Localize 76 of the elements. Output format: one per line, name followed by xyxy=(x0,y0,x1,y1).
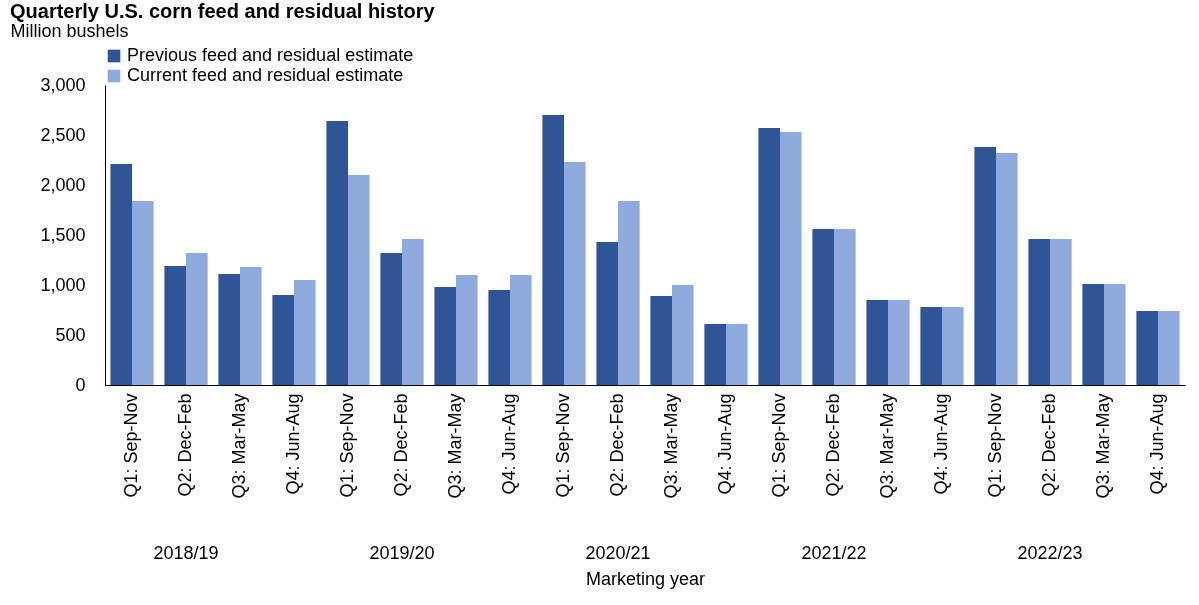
bar xyxy=(920,307,942,385)
legend-label: Previous feed and residual estimate xyxy=(127,45,414,65)
x-tick-label: Q4: Jun-Aug xyxy=(1147,393,1167,495)
bar xyxy=(186,253,208,385)
x-tick-label: Q2: Dec-Feb xyxy=(823,393,843,497)
bar xyxy=(780,132,802,385)
y-tick-label: 2,000 xyxy=(40,174,86,195)
x-tick-label: Q4: Jun-Aug xyxy=(499,393,519,495)
bar xyxy=(348,175,370,385)
x-tick-label: Q3: Mar-May xyxy=(229,393,249,499)
bar xyxy=(326,121,348,385)
bar xyxy=(974,147,996,385)
y-tick-label: 500 xyxy=(55,324,86,345)
x-tick-label: Q2: Dec-Feb xyxy=(391,393,411,497)
bar xyxy=(1028,239,1050,385)
x-tick-label: Q1: Sep-Nov xyxy=(337,393,357,498)
bar xyxy=(132,201,154,385)
bar xyxy=(456,275,478,385)
y-tick-label: 3,000 xyxy=(40,74,86,95)
bar xyxy=(110,164,132,385)
text: 2021/22 xyxy=(801,543,867,563)
bar xyxy=(996,153,1018,385)
bar xyxy=(164,266,186,385)
x-tick-label: Q4: Jun-Aug xyxy=(931,393,951,495)
bar xyxy=(812,229,834,385)
text: 2022/23 xyxy=(1017,543,1083,563)
bar xyxy=(758,128,780,385)
bar xyxy=(596,242,618,385)
bar xyxy=(434,287,456,385)
chart-title: Quarterly U.S. corn feed and residual history xyxy=(10,0,436,22)
x-tick-label: Q2: Dec-Feb xyxy=(607,393,627,497)
bar xyxy=(1082,284,1104,385)
bar xyxy=(726,324,748,385)
y-tick-label: 2,500 xyxy=(40,124,86,145)
bar xyxy=(402,239,424,385)
x-tick-label: Q1: Sep-Nov xyxy=(553,393,573,498)
y-tick-label: 1,000 xyxy=(40,274,86,295)
bar xyxy=(834,229,856,385)
bar xyxy=(1104,284,1126,385)
bar xyxy=(488,290,510,385)
bar xyxy=(218,274,240,385)
bar xyxy=(510,275,532,385)
bar xyxy=(1136,311,1158,385)
x-axis-title: Marketing year xyxy=(585,568,706,589)
bar xyxy=(1050,239,1072,385)
x-tick-label: Q4: Jun-Aug xyxy=(283,393,303,495)
bar xyxy=(704,324,726,385)
bar xyxy=(564,162,586,385)
y-tick-label: 0 xyxy=(75,374,86,395)
x-tick-label: Q1: Sep-Nov xyxy=(121,393,141,498)
bar xyxy=(1158,311,1180,385)
bar xyxy=(672,285,694,385)
x-tick-label: Q3: Mar-May xyxy=(1093,393,1113,499)
y-tick-label: 1,500 xyxy=(40,224,86,245)
x-tick-label: Q4: Jun-Aug xyxy=(715,393,735,495)
text: 2018/19 xyxy=(153,543,219,563)
legend-label: Current feed and residual estimate xyxy=(127,65,404,85)
bar xyxy=(380,253,402,385)
bar xyxy=(942,307,964,385)
bar xyxy=(866,300,888,385)
x-tick-label: Q3: Mar-May xyxy=(445,393,465,499)
text: 2020/21 xyxy=(585,543,651,563)
bar xyxy=(650,296,672,385)
x-tick-label: Q3: Mar-May xyxy=(877,393,897,499)
bar xyxy=(618,201,640,385)
bar xyxy=(542,115,564,385)
bar xyxy=(240,267,262,385)
x-tick-label: Q3: Mar-May xyxy=(661,393,681,499)
x-tick-label: Q2: Dec-Feb xyxy=(175,393,195,497)
x-tick-label: Q1: Sep-Nov xyxy=(985,393,1005,498)
bar xyxy=(294,280,316,385)
x-tick-label: Q2: Dec-Feb xyxy=(1039,393,1059,497)
x-tick-label: Q1: Sep-Nov xyxy=(769,393,789,498)
text: 2019/20 xyxy=(369,543,435,563)
bar xyxy=(888,300,910,385)
bar xyxy=(272,295,294,385)
